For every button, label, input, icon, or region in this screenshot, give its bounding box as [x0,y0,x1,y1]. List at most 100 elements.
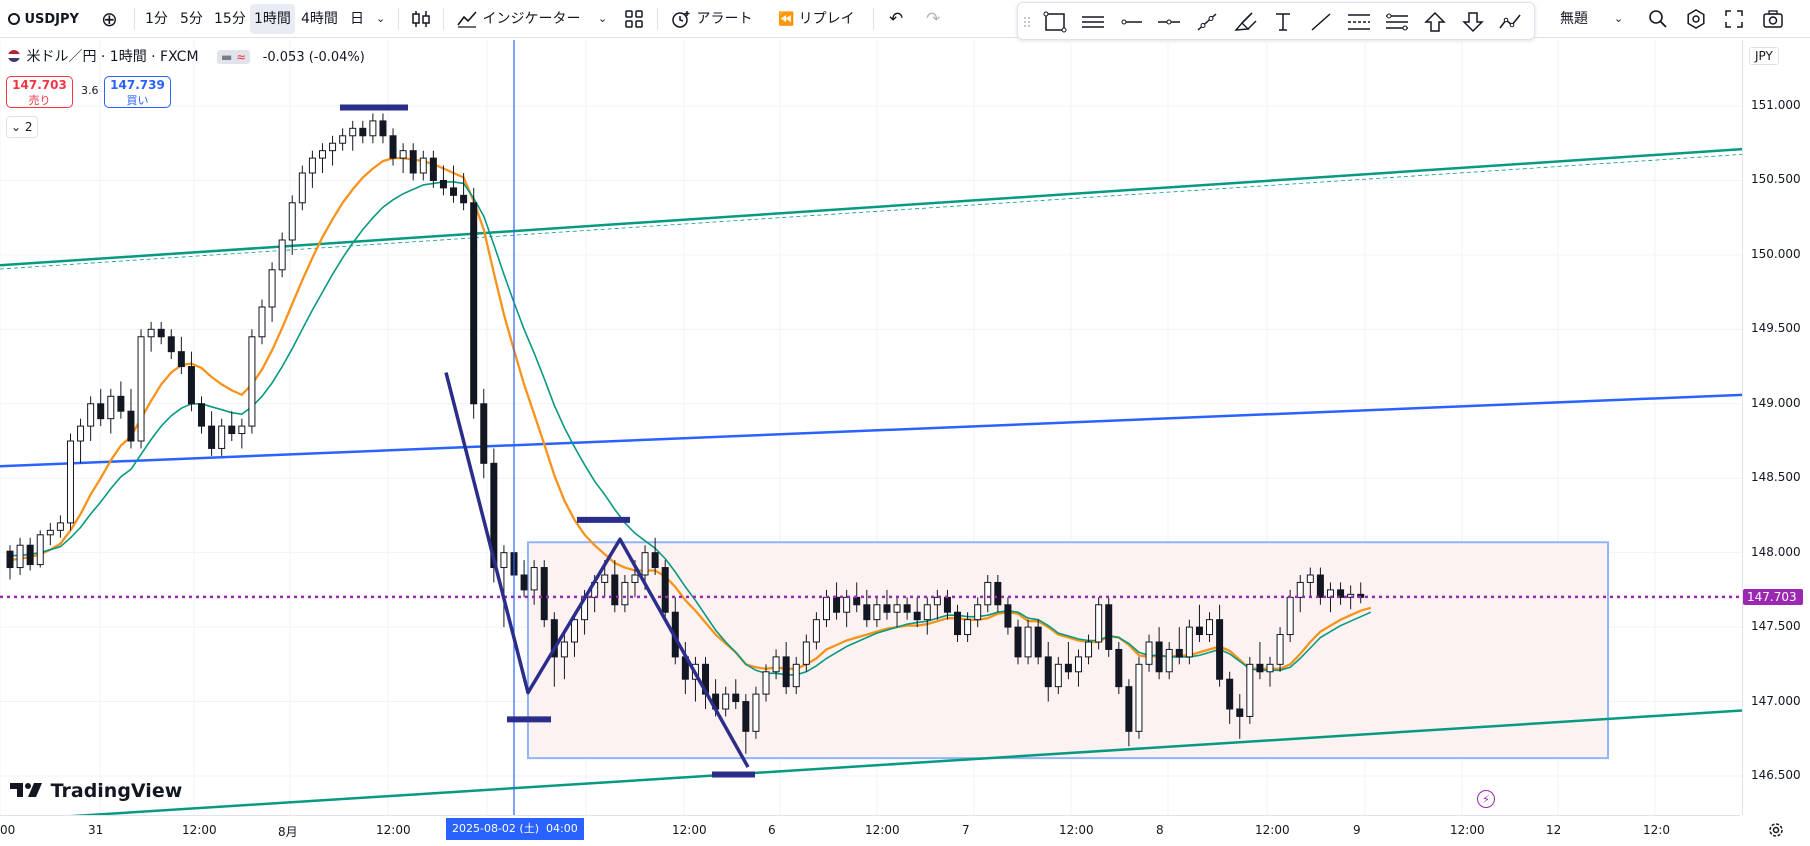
path-tool[interactable] [1498,10,1524,34]
chart-settings-button[interactable] [1766,820,1786,840]
moving-average-green [10,181,1372,676]
horizontal-line-icon [1158,19,1180,25]
redo-button[interactable]: ↷ [926,0,940,38]
long-position-tool[interactable] [1422,10,1448,34]
events-button[interactable]: ⚡ [1477,790,1495,808]
candle [218,418,226,456]
chart-title[interactable]: 米ドル／円 · 1時間 · FXCM [26,49,199,65]
candle [1165,642,1173,680]
horizontal-line-tool[interactable] [1156,10,1182,34]
candle [651,537,659,575]
layout-dropdown[interactable]: ⌄ [1614,0,1623,38]
candle-body-up [601,574,609,583]
candle [389,128,397,166]
line-tool[interactable] [1308,10,1334,34]
indicators-button[interactable]: インジケーター [456,0,580,38]
indicators-dropdown[interactable]: ⌄ [598,0,607,38]
candle-body-up [1246,663,1254,717]
buy-button[interactable]: 147.739 買い [104,76,171,108]
highlighter-tool[interactable] [1232,10,1258,34]
indicators-collapse-toggle[interactable]: ⌄ 2 [6,116,38,138]
candle [117,381,125,419]
layout-name-button[interactable]: 無題 [1560,0,1588,38]
candle [1145,634,1153,672]
drag-handle[interactable] [1022,10,1032,34]
candle [722,686,730,717]
tradingview-logo[interactable]: TradingView [10,780,182,802]
candle-body-down [1175,648,1183,658]
interval-4h[interactable]: 4時間 [301,11,338,27]
interval-5m[interactable]: 5分 [180,11,203,27]
interval-dropdown[interactable]: ⌄ [376,0,385,38]
interval-1h[interactable]: 1時間 [250,4,295,34]
candle-body-up [46,529,54,536]
interval-15m[interactable]: 15分 [214,11,246,27]
layouts-button[interactable] [624,0,644,38]
candle-body-down [389,135,397,159]
time-tick-label: 12:00 [1255,823,1290,837]
candle-body-down [611,574,619,606]
chart-pane[interactable] [0,40,1742,815]
fib-tool[interactable] [1346,10,1372,34]
crosshair-time-label: 2025-08-02 (土) 04:00 [446,818,584,840]
candle-body-down [208,425,216,449]
fullscreen-button[interactable] [1724,0,1744,38]
time-tick-label: 12:00 [1059,823,1094,837]
candle-body-up [1165,648,1173,673]
candle [1266,656,1274,687]
currency-label[interactable]: JPY [1749,47,1779,65]
candle [369,113,377,144]
candle-body-up [268,269,276,308]
candle [329,135,337,166]
alert-button[interactable]: アラート [670,0,752,38]
replay-button[interactable]: ⏪ リプレイ [778,0,855,38]
candle-body-up [238,425,246,435]
candle [1105,597,1113,657]
candles-icon [412,11,430,27]
candle [1135,656,1143,739]
time-axis[interactable]: 003112:008月12:0000512:00612:00712:00812:… [0,815,1740,846]
chart-type-button[interactable] [410,0,432,38]
trend-line-tool[interactable] [1194,10,1220,34]
regression-tool[interactable] [1384,10,1410,34]
candle-body-up [641,552,649,576]
candle [843,589,851,628]
compare-add-button[interactable]: ⊕ [101,0,118,38]
candle [560,634,568,680]
interval-1m[interactable]: 1分 [145,11,168,27]
candle-body-down [480,403,488,464]
price-axis[interactable]: JPY 151.000 150.500 150.000 149.500 149.000 1… [1742,40,1810,815]
candle-body-up [1206,619,1214,636]
candle-body-up [621,581,629,606]
candle-body-down [782,656,790,688]
candle-body-up [984,581,992,606]
candle [1195,604,1203,642]
undo-icon: ↶ [889,9,904,29]
candle-body-up [318,150,326,159]
snapshot-button[interactable] [1762,0,1784,38]
price-tick-label: 146.500 [1751,768,1801,782]
symbol-search-button[interactable]: USDJPY [8,0,79,38]
candle-body-up [1085,641,1093,658]
sell-button[interactable]: 147.703 売り [6,76,73,108]
text-tool[interactable] [1270,10,1296,34]
candle [46,522,54,546]
highlighter-icon [1234,12,1257,31]
tradingview-logo-text: TradingView [50,780,183,802]
ray-tool[interactable] [1118,10,1144,34]
regression-channel-icon [1386,13,1408,31]
undo-button[interactable]: ↶ [889,0,903,38]
settings-button[interactable] [1686,0,1706,38]
channel-tool[interactable] [1080,10,1106,34]
candle [1276,627,1284,672]
candle [974,597,982,628]
visibility-toggle[interactable]: ▬ ≈ [217,50,251,64]
time-tick-label: 7 [962,823,970,837]
rectangle-tool[interactable] [1042,10,1068,34]
candle-body-up [87,403,95,427]
candle [1246,656,1254,724]
candle-body-up [329,142,337,152]
short-position-tool[interactable] [1460,10,1486,34]
quick-search-button[interactable] [1648,0,1668,38]
interval-1d[interactable]: 日 [350,11,364,27]
